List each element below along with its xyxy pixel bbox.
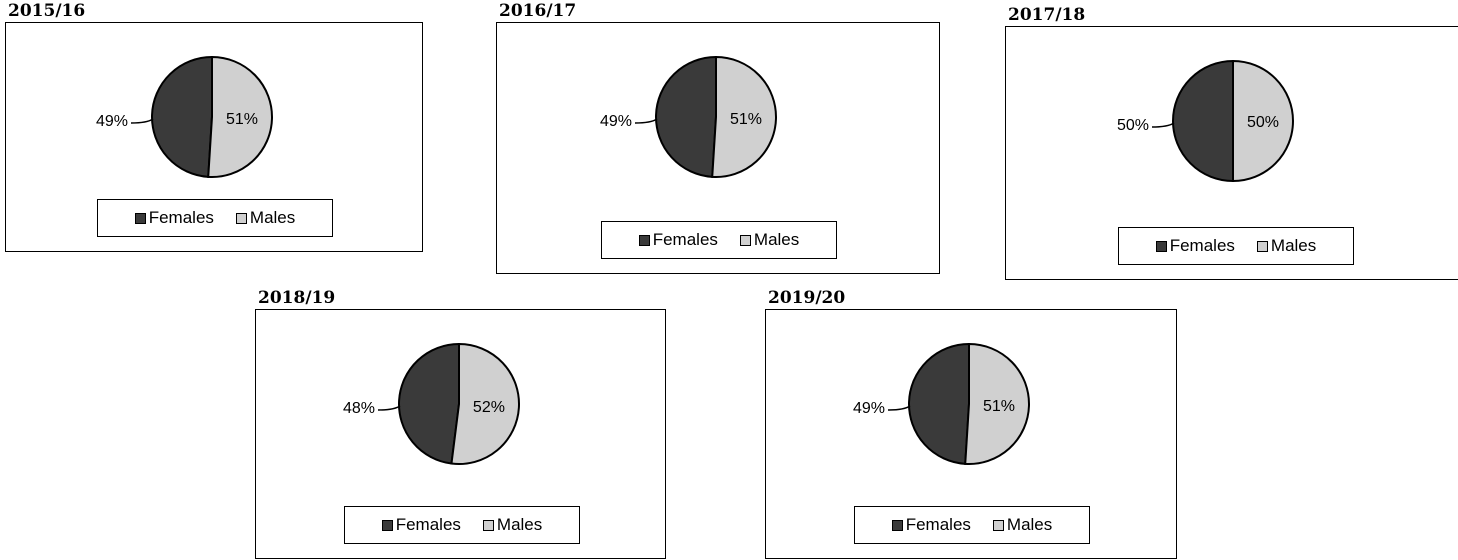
pie-slice-females	[1172, 59, 1234, 183]
legend-item-males: Males	[1256, 236, 1317, 256]
leader-line-females	[1151, 122, 1175, 128]
pie-svg: 51% 49%	[96, 55, 273, 178]
legend-item-females: Females	[381, 515, 461, 535]
pie-svg: 50% 50%	[1117, 59, 1294, 183]
legend-swatch-males	[482, 519, 494, 531]
pie-slice-males	[207, 55, 273, 178]
legend-item-females: Females	[638, 230, 718, 250]
pie-slice-females	[398, 342, 460, 465]
legend-item-females: Females	[891, 515, 971, 535]
legend-label: Females	[1169, 236, 1235, 255]
leader-line-females	[377, 405, 401, 411]
legend-swatch-females	[1155, 240, 1167, 252]
legend-item-males: Males	[482, 515, 543, 535]
chart-title: 2018/19	[258, 288, 336, 308]
data-label-females: 49%	[853, 400, 885, 417]
pie-chart-panel: 2015/16 51% 49% Females Males	[5, 0, 423, 252]
chart-area: 50% 50% Females Males	[1005, 26, 1458, 280]
chart-title: 2019/20	[768, 288, 846, 308]
legend-swatch-females	[381, 519, 393, 531]
data-label-females: 48%	[343, 400, 375, 417]
data-label-males: 51%	[730, 111, 762, 128]
chart-title: 2016/17	[499, 1, 577, 21]
data-label-males: 52%	[473, 399, 505, 416]
data-label-females: 49%	[96, 113, 128, 130]
legend-label: Males	[496, 515, 543, 534]
legend-swatch-females	[638, 234, 650, 246]
data-label-males: 51%	[983, 398, 1015, 415]
data-label-females: 50%	[1117, 117, 1149, 134]
legend-swatch-males	[235, 212, 247, 224]
legend-label: Females	[148, 208, 214, 227]
pie-slice-males	[450, 342, 520, 465]
legend-label: Males	[249, 208, 296, 227]
pie-chart-panel: 2019/20 51% 49% Females Males	[765, 287, 1177, 559]
legend-swatch-females	[134, 212, 146, 224]
legend-swatch-males	[739, 234, 751, 246]
pie-svg: 51% 49%	[853, 342, 1030, 465]
leader-line-females	[887, 405, 911, 411]
chart-area: 51% 49% Females Males	[5, 22, 423, 252]
pie-chart-panel: 2018/19 52% 48% Females Males	[255, 287, 666, 559]
legend-label: Males	[753, 230, 800, 249]
legend-label: Males	[1006, 515, 1053, 534]
chart-legend: Females Males	[601, 221, 837, 259]
legend-label: Males	[1270, 236, 1317, 255]
legend-label: Females	[905, 515, 971, 534]
legend-swatch-males	[992, 519, 1004, 531]
chart-title: 2017/18	[1008, 5, 1086, 25]
pie-chart-panel: 2017/18 50% 50% Females Males	[1005, 4, 1458, 280]
chart-title: 2015/16	[8, 1, 86, 21]
pie-slice-males	[964, 342, 1030, 465]
legend-item-males: Males	[235, 208, 296, 228]
leader-line-females	[130, 118, 154, 124]
legend-label: Females	[652, 230, 718, 249]
chart-legend: Females Males	[97, 199, 333, 237]
pie-slice-females	[908, 342, 970, 465]
chart-legend: Females Males	[1118, 227, 1354, 265]
legend-item-males: Males	[992, 515, 1053, 535]
legend-item-females: Females	[1155, 236, 1235, 256]
chart-area: 51% 49% Females Males	[765, 309, 1177, 559]
data-label-males: 51%	[226, 111, 258, 128]
chart-area: 51% 49% Females Males	[496, 22, 940, 274]
legend-swatch-females	[891, 519, 903, 531]
chart-legend: Females Males	[344, 506, 580, 544]
pie-slice-females	[151, 55, 213, 178]
pie-slice-males	[711, 55, 777, 178]
chart-legend: Females Males	[854, 506, 1090, 544]
data-label-males: 50%	[1247, 114, 1279, 131]
chart-area: 52% 48% Females Males	[255, 309, 666, 559]
pie-slice-females	[655, 55, 717, 178]
leader-line-females	[634, 118, 658, 124]
data-label-females: 49%	[600, 113, 632, 130]
legend-label: Females	[395, 515, 461, 534]
legend-item-females: Females	[134, 208, 214, 228]
pie-svg: 51% 49%	[600, 55, 777, 178]
legend-swatch-males	[1256, 240, 1268, 252]
pie-chart-panel: 2016/17 51% 49% Females Males	[496, 0, 940, 274]
legend-item-males: Males	[739, 230, 800, 250]
pie-svg: 52% 48%	[343, 342, 520, 465]
pie-slice-males	[1232, 59, 1294, 183]
